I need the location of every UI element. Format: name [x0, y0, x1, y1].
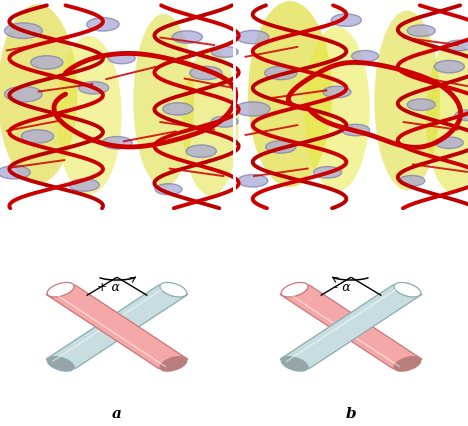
Ellipse shape	[79, 82, 109, 95]
Ellipse shape	[323, 87, 351, 98]
Text: + α: + α	[97, 280, 120, 293]
Ellipse shape	[108, 54, 135, 65]
Ellipse shape	[426, 42, 468, 194]
Ellipse shape	[342, 125, 370, 136]
Ellipse shape	[374, 12, 440, 191]
Text: - α: - α	[334, 280, 351, 293]
Text: a: a	[112, 406, 122, 420]
Text: b: b	[346, 406, 356, 420]
Ellipse shape	[237, 32, 269, 45]
Ellipse shape	[31, 57, 63, 70]
Ellipse shape	[133, 15, 194, 188]
Ellipse shape	[394, 357, 421, 371]
Ellipse shape	[235, 103, 270, 117]
Ellipse shape	[47, 283, 74, 297]
Ellipse shape	[281, 357, 308, 371]
Ellipse shape	[172, 32, 202, 44]
Ellipse shape	[69, 179, 99, 192]
Ellipse shape	[5, 24, 42, 39]
Polygon shape	[46, 285, 188, 369]
Polygon shape	[46, 285, 188, 369]
Ellipse shape	[56, 37, 122, 195]
Ellipse shape	[407, 26, 435, 37]
Polygon shape	[280, 285, 422, 369]
Ellipse shape	[211, 47, 238, 58]
Ellipse shape	[186, 146, 216, 158]
Ellipse shape	[163, 104, 193, 116]
Ellipse shape	[314, 167, 342, 178]
Ellipse shape	[281, 283, 308, 297]
Ellipse shape	[394, 283, 421, 297]
Polygon shape	[280, 285, 422, 369]
Ellipse shape	[446, 41, 468, 52]
Ellipse shape	[434, 61, 464, 74]
Ellipse shape	[455, 111, 468, 121]
Ellipse shape	[190, 67, 222, 81]
Ellipse shape	[351, 52, 379, 63]
Ellipse shape	[0, 5, 77, 184]
Ellipse shape	[155, 184, 182, 195]
Ellipse shape	[160, 283, 187, 297]
Ellipse shape	[248, 2, 332, 188]
Ellipse shape	[304, 27, 370, 192]
Ellipse shape	[265, 67, 297, 81]
Ellipse shape	[399, 176, 425, 187]
Ellipse shape	[0, 166, 30, 179]
Ellipse shape	[238, 175, 268, 187]
Ellipse shape	[5, 87, 42, 103]
Ellipse shape	[407, 100, 435, 111]
Ellipse shape	[87, 19, 119, 32]
Ellipse shape	[47, 357, 74, 371]
Ellipse shape	[183, 49, 239, 196]
Ellipse shape	[435, 138, 463, 149]
Ellipse shape	[102, 137, 132, 150]
Ellipse shape	[22, 130, 53, 144]
Ellipse shape	[266, 141, 296, 154]
Ellipse shape	[160, 357, 187, 371]
Ellipse shape	[331, 15, 361, 27]
Ellipse shape	[211, 117, 238, 128]
